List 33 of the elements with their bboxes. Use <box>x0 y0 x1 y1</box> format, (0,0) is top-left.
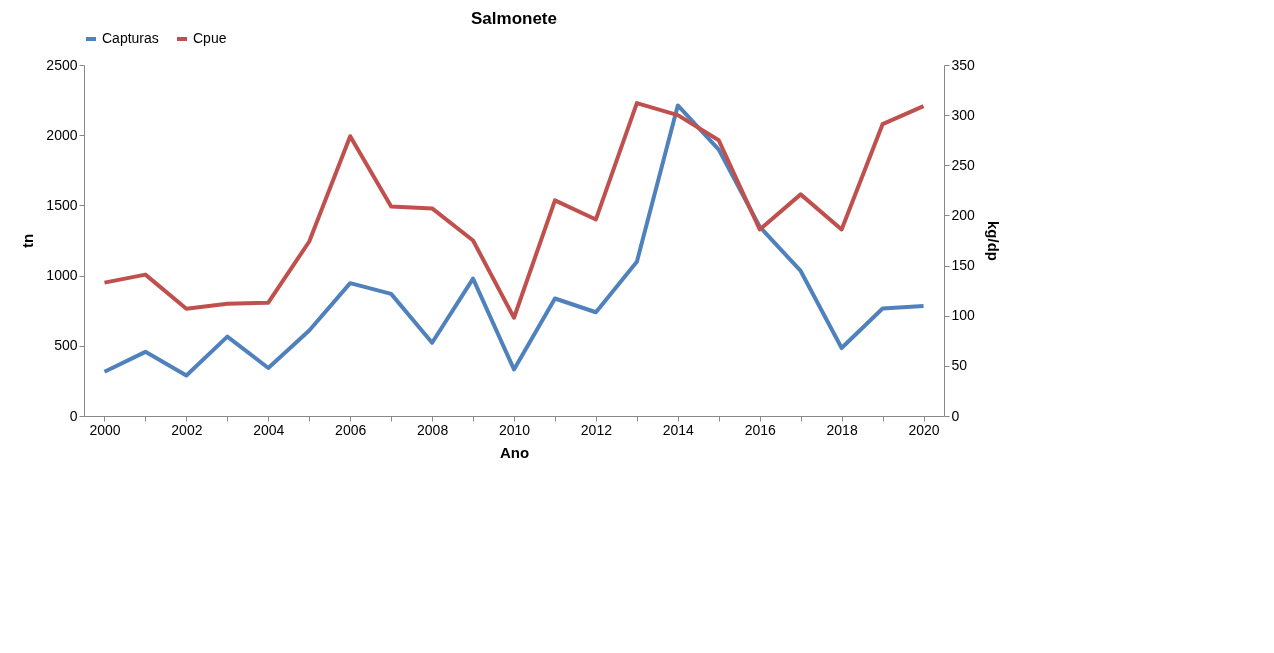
y2-tick-label: 200 <box>951 206 976 223</box>
x-tick-label: 2010 <box>498 421 531 438</box>
x-tick-label: 2006 <box>335 421 367 438</box>
line-series <box>102 103 926 378</box>
x-axis-title: Ano <box>499 443 530 461</box>
x-tick-label: 2008 <box>417 421 449 438</box>
y2-tick-label: 250 <box>951 156 976 173</box>
chart-title: Salmonete <box>471 9 557 28</box>
x-tick-label: 2014 <box>662 421 695 438</box>
x-tick-label: 2018 <box>826 421 858 438</box>
y-tick-label: 0 <box>69 407 78 424</box>
y-tick-label: 2500 <box>46 56 78 73</box>
y-axis-title: tn <box>19 233 37 249</box>
y-tick-label: 1500 <box>46 196 78 213</box>
x-tick-label: 2012 <box>580 421 613 438</box>
x-tick-label: 2016 <box>744 421 776 438</box>
x-tick-label: 2020 <box>908 421 940 438</box>
y-tick-label: 500 <box>54 337 78 354</box>
legend-label: Cpue <box>193 30 227 46</box>
x-tick-label: 2002 <box>171 421 203 438</box>
legend-label: Capturas <box>102 30 159 46</box>
y2-axis-title: kg/dp <box>984 221 1002 261</box>
y-tick-label: 1000 <box>46 267 78 284</box>
y2-tick-label: 100 <box>951 307 976 324</box>
x-tick-label: 2004 <box>253 421 285 438</box>
line-series <box>102 101 926 320</box>
y2-tick-label: 150 <box>951 257 976 274</box>
x-tick-label: 2000 <box>89 421 121 438</box>
y2-tick-label: 0 <box>951 407 960 424</box>
y-tick-label: 2000 <box>46 126 78 143</box>
y2-tick-label: 50 <box>951 357 968 374</box>
y2-tick-label: 350 <box>951 56 976 73</box>
y2-tick-label: 300 <box>951 106 976 123</box>
